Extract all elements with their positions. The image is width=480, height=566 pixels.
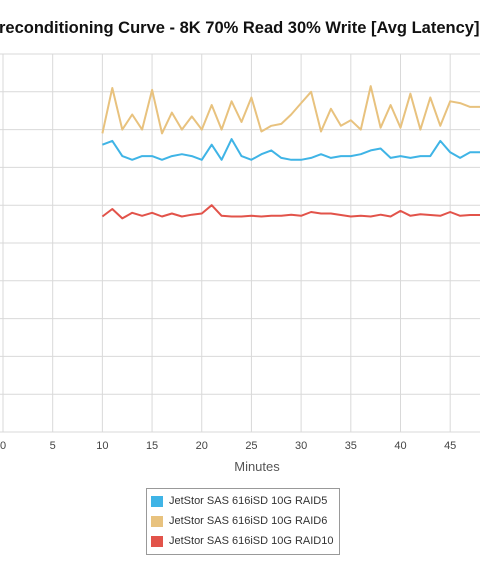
x-tick-label: 25 — [245, 440, 257, 452]
x-axis-ticks: 0 5 10 15 20 25 30 35 40 45 — [0, 440, 456, 452]
legend-swatch-raid6 — [151, 515, 163, 527]
legend: JetStor SAS 616iSD 10G RAID5 JetStor SAS… — [146, 488, 340, 555]
chart-title: Preconditioning Curve - 8K 70% Read 30% … — [0, 19, 480, 37]
series-line-2 — [101, 204, 480, 220]
x-tick-label: 15 — [146, 440, 158, 452]
legend-swatch-raid5 — [151, 495, 163, 507]
x-tick-label: 20 — [196, 440, 208, 452]
x-tick-label: 30 — [295, 440, 307, 452]
x-tick-label: 10 — [96, 440, 108, 452]
legend-label-raid10: JetStor SAS 616iSD 10G RAID10 — [169, 535, 334, 547]
x-tick-label: 40 — [394, 440, 406, 452]
legend-swatch-raid10 — [151, 535, 163, 547]
x-tick-label: 45 — [444, 440, 456, 452]
series-lines — [101, 85, 480, 220]
grid-lines — [0, 53, 480, 433]
legend-item-raid5: JetStor SAS 616iSD 10G RAID5 — [147, 491, 339, 511]
x-tick-label: 5 — [50, 440, 56, 452]
series-line-1 — [101, 85, 480, 135]
x-tick-label: 0 — [0, 440, 6, 452]
legend-label-raid6: JetStor SAS 616iSD 10G RAID6 — [169, 515, 328, 527]
x-tick-label: 35 — [345, 440, 357, 452]
x-axis-title: Minutes — [234, 459, 280, 474]
legend-item-raid10: JetStor SAS 616iSD 10G RAID10 — [147, 531, 339, 551]
legend-item-raid6: JetStor SAS 616iSD 10G RAID6 — [147, 511, 339, 531]
series-line-0 — [102, 138, 480, 161]
legend-label-raid5: JetStor SAS 616iSD 10G RAID5 — [169, 495, 328, 507]
